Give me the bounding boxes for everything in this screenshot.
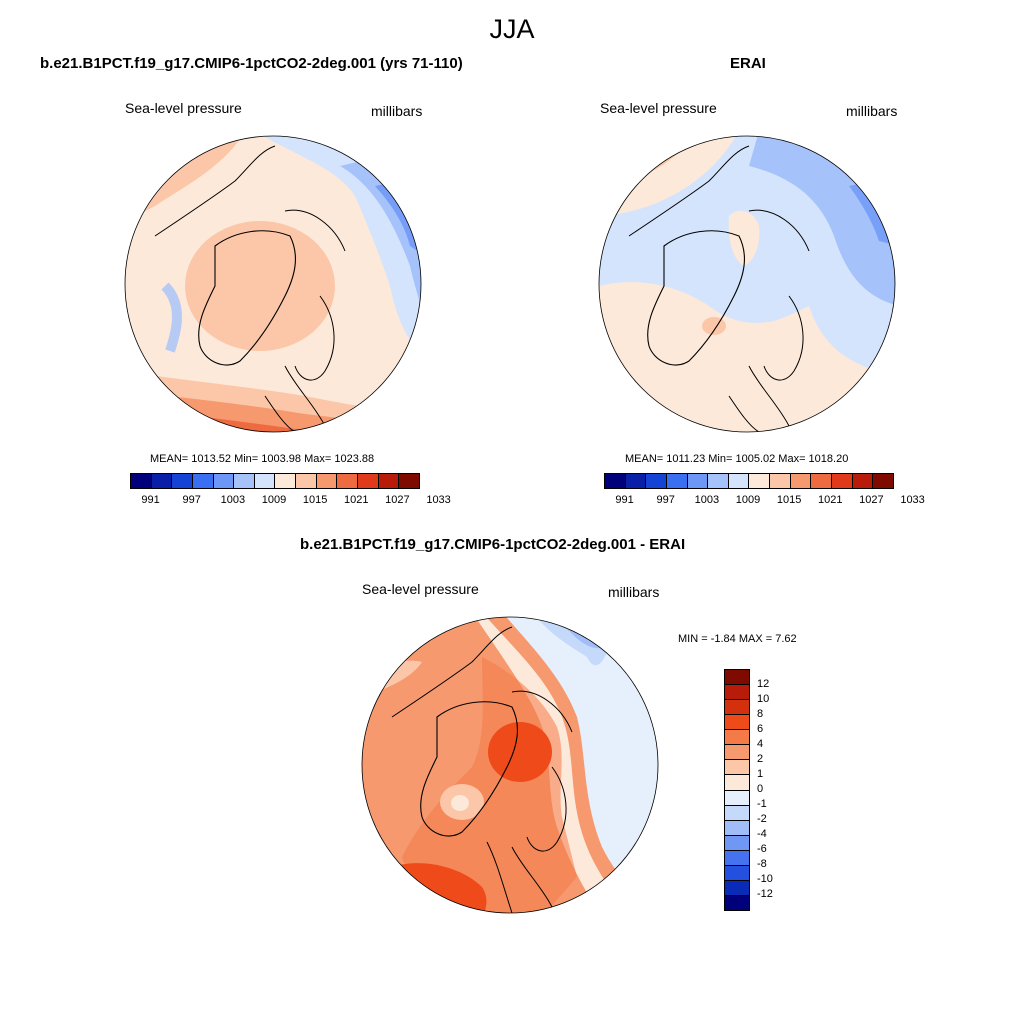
colorbar-swatch: [687, 474, 709, 488]
colorbar-swatch: [725, 775, 749, 791]
colorbar-swatch: [725, 835, 749, 851]
colorbar-tick-label: 1: [757, 768, 764, 780]
colorbar-tick-label: 1003: [694, 494, 720, 506]
panel-1-stats: MEAN= 1013.52 Min= 1003.98 Max= 1023.88: [150, 453, 375, 465]
panel-2-variable: Sea-level pressure: [600, 100, 717, 116]
colorbar-swatch: [725, 700, 749, 716]
colorbar-swatch: [337, 474, 359, 488]
colorbar-tick-label: 1021: [344, 494, 369, 506]
colorbar-swatch: [725, 790, 749, 806]
colorbar-tick-label: -8: [757, 858, 767, 870]
colorbar-tick-label: -12: [757, 888, 773, 900]
colorbar-swatch: [873, 474, 893, 488]
colorbar-swatch: [646, 474, 667, 488]
diff-panel-stats: MIN = -1.84 MAX = 7.62: [678, 633, 797, 645]
colorbar-tick-label: 1033: [900, 494, 925, 506]
colorbar-swatch: [378, 474, 400, 488]
colorbar-swatch: [725, 850, 749, 866]
colorbar-swatch: [708, 474, 729, 488]
panel-1-map: [124, 135, 422, 433]
colorbar-swatch: [725, 880, 749, 896]
colorbar-swatch: [728, 474, 750, 488]
diff-panel-title: b.e21.B1PCT.f19_g17.CMIP6-1pctCO2-2deg.0…: [300, 536, 686, 553]
panel-1-units: millibars: [371, 103, 423, 119]
colorbar-tick-label: -2: [757, 813, 767, 825]
panel-2-colorbar: [604, 473, 894, 489]
colorbar-swatch: [234, 474, 255, 488]
colorbar-tick-label: 1009: [735, 494, 761, 506]
colorbar-swatch: [625, 474, 647, 488]
colorbar-swatch: [749, 474, 771, 488]
colorbar-swatch: [725, 745, 749, 761]
colorbar-tick-label: 0: [757, 783, 764, 795]
colorbar-swatch: [192, 474, 214, 488]
colorbar-tick-label: 1015: [302, 494, 328, 506]
colorbar-swatch: [725, 820, 749, 836]
colorbar-tick-label: 1033: [426, 494, 451, 506]
colorbar-swatch: [725, 760, 749, 776]
colorbar-tick-label: -1: [757, 798, 767, 810]
colorbar-swatch: [666, 474, 688, 488]
colorbar-tick-label: -4: [757, 828, 767, 840]
colorbar-tick-label: 12: [757, 678, 770, 690]
colorbar-swatch: [131, 474, 152, 488]
colorbar-tick-label: 1009: [261, 494, 287, 506]
figure-title: JJA: [489, 14, 535, 44]
colorbar-tick-label: -10: [757, 873, 773, 885]
colorbar-swatch: [296, 474, 317, 488]
colorbar-tick-label: 991: [615, 494, 634, 506]
panel-2-title: ERAI: [730, 55, 766, 72]
colorbar-tick-label: 1015: [776, 494, 802, 506]
colorbar-swatch: [725, 730, 749, 746]
colorbar-swatch: [358, 474, 379, 488]
colorbar-swatch: [725, 805, 749, 821]
diff-panel-units: millibars: [608, 584, 660, 600]
panel-1-title: b.e21.B1PCT.f19_g17.CMIP6-1pctCO2-2deg.0…: [40, 55, 463, 72]
colorbar-swatch: [151, 474, 173, 488]
colorbar-swatch: [725, 685, 749, 701]
colorbar-swatch: [832, 474, 853, 488]
colorbar-tick-label: 1027: [859, 494, 884, 506]
colorbar-tick-label: -6: [757, 843, 767, 855]
colorbar-tick-label: 6: [757, 723, 764, 735]
diff-panel-map: [361, 616, 659, 914]
colorbar-swatch: [852, 474, 874, 488]
colorbar-tick-label: 8: [757, 708, 764, 720]
colorbar-swatch: [275, 474, 297, 488]
colorbar-swatch: [172, 474, 193, 488]
panel-2-stats: MEAN= 1011.23 Min= 1005.02 Max= 1018.20: [625, 453, 849, 465]
diff-colorbar: [724, 669, 750, 911]
colorbar-tick-label: 4: [757, 738, 764, 750]
colorbar-tick-label: 997: [656, 494, 675, 506]
colorbar-tick-label: 1021: [818, 494, 843, 506]
panel-2-map: [598, 135, 896, 433]
colorbar-swatch: [725, 670, 749, 686]
colorbar-tick-label: 2: [757, 753, 764, 765]
colorbar-swatch: [213, 474, 235, 488]
colorbar-swatch: [725, 715, 749, 731]
panel-1-variable: Sea-level pressure: [125, 100, 242, 116]
colorbar-swatch: [725, 895, 749, 910]
colorbar-swatch: [725, 865, 749, 881]
colorbar-tick-label: 10: [757, 693, 770, 705]
colorbar-swatch: [790, 474, 812, 488]
colorbar-swatch: [770, 474, 791, 488]
colorbar-swatch: [254, 474, 276, 488]
colorbar-tick-label: 1003: [220, 494, 246, 506]
colorbar-tick-label: 997: [182, 494, 201, 506]
panel-2-units: millibars: [846, 103, 898, 119]
colorbar-swatch: [811, 474, 833, 488]
colorbar-tick-label: 991: [141, 494, 160, 506]
colorbar-swatch: [316, 474, 338, 488]
colorbar-tick-label: 1027: [385, 494, 410, 506]
panel-1-colorbar: [130, 473, 420, 489]
diff-panel-variable: Sea-level pressure: [362, 581, 479, 597]
colorbar-swatch: [605, 474, 626, 488]
colorbar-swatch: [399, 474, 419, 488]
